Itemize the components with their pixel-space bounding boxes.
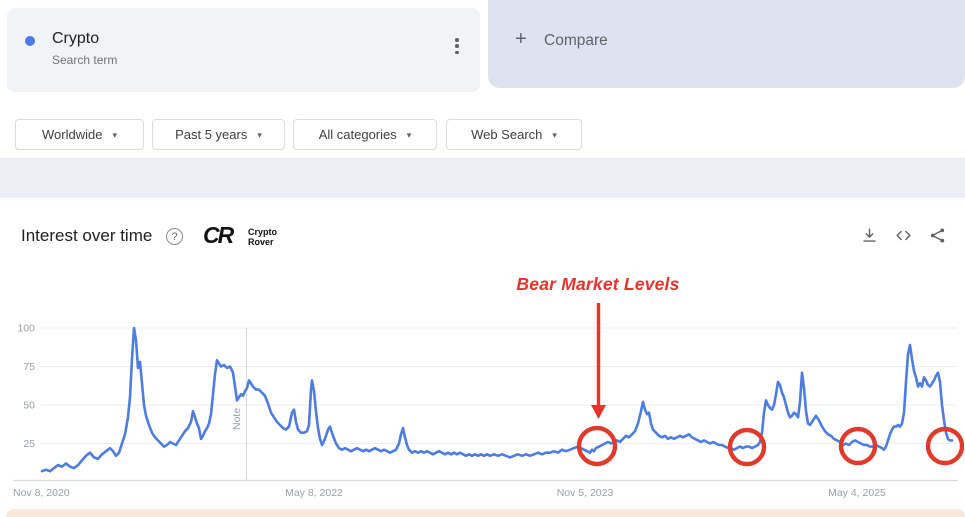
chart-title: Interest over time <box>21 226 153 245</box>
bear-market-circle <box>925 426 965 466</box>
share-icon[interactable] <box>928 226 947 245</box>
annotation-layer <box>576 425 965 467</box>
chevron-down-icon: ▾ <box>406 130 412 140</box>
compare-label: Compare <box>544 32 608 49</box>
chevron-down-icon: ▾ <box>257 130 262 140</box>
filter-category-label: All categories <box>318 127 397 142</box>
compare-card[interactable]: + Compare <box>488 0 965 88</box>
line-layer <box>40 326 954 473</box>
filter-region-label: Worldwide <box>42 127 103 142</box>
bear-market-circle <box>576 425 618 467</box>
crypto-rover-logo: CR <box>203 222 234 248</box>
note-marker-label[interactable]: Note <box>231 408 243 430</box>
y-tick-25: 25 <box>23 438 35 450</box>
search-term-card[interactable]: Crypto Search term <box>7 8 480 92</box>
chart-actions <box>860 226 947 245</box>
filter-search-type-label: Web Search <box>471 127 543 142</box>
search-term-title: Crypto <box>52 30 100 47</box>
trend-line <box>40 326 954 473</box>
crypto-rover-label: Crypto Rover <box>248 227 277 248</box>
more-options-icon[interactable] <box>448 36 466 56</box>
filter-time-range[interactable]: Past 5 years ▾ <box>152 119 285 150</box>
filter-search-type[interactable]: Web Search ▾ <box>446 119 582 150</box>
x-tick-3: May 4, 2025 <box>828 487 886 499</box>
filter-time-range-label: Past 5 years <box>175 127 248 142</box>
x-tick-0: Nov 8, 2020 <box>13 487 70 499</box>
bear-market-circle <box>727 427 767 467</box>
x-tick-1: May 8, 2022 <box>285 487 343 499</box>
embed-icon[interactable] <box>894 226 913 245</box>
bear-market-circle <box>838 426 878 466</box>
annotation-arrow <box>591 303 606 419</box>
search-term-subtitle: Search term <box>52 53 118 67</box>
y-tick-50: 50 <box>23 400 35 412</box>
chevron-down-icon: ▾ <box>112 130 117 140</box>
section-divider-band <box>0 158 965 198</box>
y-tick-75: 75 <box>23 361 35 373</box>
filter-region[interactable]: Worldwide ▾ <box>15 119 144 150</box>
x-tick-2: Nov 5, 2023 <box>557 487 614 499</box>
filter-category[interactable]: All categories ▾ <box>293 119 437 150</box>
chevron-down-icon: ▾ <box>552 130 557 140</box>
y-tick-100: 100 <box>17 323 35 335</box>
interest-over-time-card <box>0 198 965 509</box>
bottom-panel-edge <box>6 509 965 517</box>
series-color-dot <box>25 36 35 46</box>
help-icon[interactable]: ? <box>166 228 183 245</box>
download-icon[interactable] <box>860 226 879 245</box>
bear-market-annotation: Bear Market Levels <box>516 274 680 294</box>
plus-icon: + <box>515 28 527 50</box>
